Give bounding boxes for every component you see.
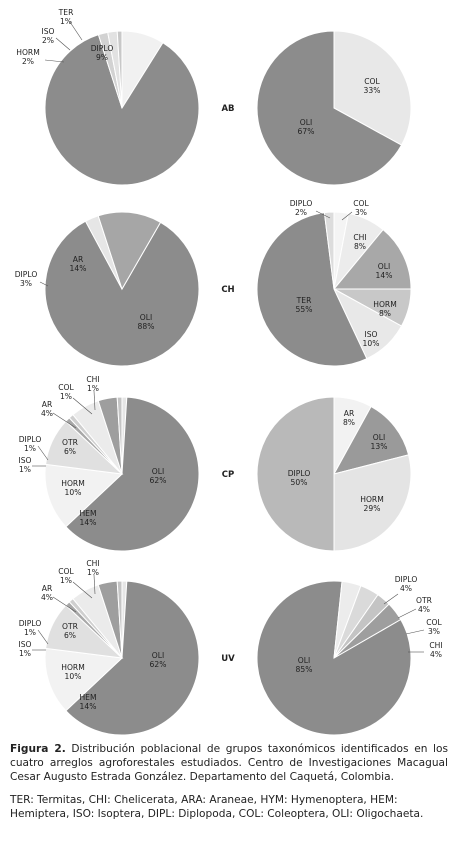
slice-label-diplo: DIPLO 4% — [395, 575, 418, 593]
caption-block: Figura 2. Distribución poblacional de gr… — [10, 742, 448, 821]
pie-slice-hem — [44, 647, 124, 712]
pie-slice-diplo — [323, 211, 335, 290]
slice-label-horm: HORM 10% — [61, 479, 85, 497]
leader-line-col — [72, 581, 93, 599]
pie-ch-right: COL 3% CHI 8% OLI 14% HORM 8% ISO 10% TER 55% DIPLO 2… — [256, 199, 412, 367]
slice-label-ar: AR 8% — [343, 409, 355, 427]
leader-line-diplo — [37, 445, 49, 461]
slice-label-diplo: DIPLO 2% — [290, 199, 313, 217]
slice-label-hem: HEM 14% — [79, 693, 96, 711]
slice-label-ter: TER 55% — [296, 296, 313, 314]
pie-slice-col — [116, 396, 123, 475]
leader-line-diplo — [315, 210, 331, 219]
slice-label-iso: ISO 10% — [363, 330, 380, 348]
slice-label-otr: OTR 6% — [62, 622, 79, 640]
slice-label-ter: TER 1% — [58, 8, 74, 26]
slice-label-diplo: DIPLO 50% — [288, 469, 311, 487]
slice-label-ar: AR 4% — [41, 584, 53, 602]
slice-label-oli: OLI 67% — [298, 118, 315, 136]
leader-line-diplo — [39, 281, 49, 287]
pie-slice-oli — [332, 228, 412, 290]
pie-slice-col — [116, 580, 123, 659]
leader-line-otr — [397, 608, 417, 619]
slice-label-iso: ISO 1% — [18, 640, 31, 658]
pie-chart-grid: DIPLO 9% HORM 2%ISO 2% TER 1% COL 33% OLI 67% OLI 88… — [15, 8, 443, 736]
slice-label-horm: HORM 10% — [61, 663, 85, 681]
pie-slice-ter — [256, 212, 368, 367]
row-label-ch: CH — [221, 285, 234, 295]
pie-slice-oli — [333, 405, 410, 475]
slice-label-diplo: DIPLO 1% — [19, 435, 42, 453]
slice-label-diplo: DIPLO 1% — [19, 619, 42, 637]
slice-label-oli: OLI 62% — [150, 651, 167, 669]
leader-line-chi — [93, 574, 96, 595]
slice-label-ar: AR 4% — [41, 400, 53, 418]
slice-label-horm: HORM 8% — [373, 300, 397, 318]
slice-label-hem: HEM 14% — [79, 509, 96, 527]
pie-slice-col — [333, 30, 412, 146]
slice-label-iso: ISO 1% — [18, 456, 31, 474]
slice-label-horm: HORM 2% — [16, 48, 40, 66]
slice-label-oli: OLI 14% — [376, 262, 393, 280]
pie-cp-right: AR 8% OLI 13% HORM 29% DIPLO 50% — [256, 396, 412, 552]
leader-line-chi — [93, 390, 96, 411]
slice-label-col: COL 1% — [58, 567, 74, 585]
slice-label-ar: AR 14% — [70, 255, 87, 273]
pie-slice-oli — [65, 580, 200, 736]
slice-label-chi: CHI 1% — [86, 559, 99, 577]
slice-label-horm: HORM 29% — [360, 495, 384, 513]
slice-label-col: COL 3% — [353, 199, 369, 217]
pie-uv-left: CHI 1% OLI 62% HEM 14% HORM 10% ISO 1% DIPLO 1% OTR 6… — [18, 559, 200, 736]
leader-line-ar — [52, 412, 77, 429]
slice-label-otr: OTR 4% — [416, 596, 433, 614]
leader-line-iso — [55, 37, 71, 51]
pie-uv-right: OLI 85% DIPLO 4% OTR 4% COL 3% CHI 4% — [256, 575, 443, 736]
pie-slice-ar — [97, 211, 162, 291]
leader-line-ter — [69, 21, 83, 41]
slice-label-col: COL 3% — [426, 618, 442, 636]
slice-label-oli: OLI 85% — [296, 656, 313, 674]
pie-slice-chi — [333, 603, 402, 659]
leader-line-col — [405, 629, 425, 635]
caption-text: Distribución poblacional de grupos taxon… — [10, 743, 448, 784]
caption-lead: Figura 2. — [10, 743, 66, 755]
slice-label-col: COL 1% — [58, 383, 74, 401]
slice-label-oli: OLI 13% — [371, 433, 388, 451]
pie-slice-horm — [333, 454, 412, 552]
pie-slice-oli — [44, 34, 200, 186]
leader-line-diplo — [37, 629, 49, 645]
slice-label-otr: OTR 6% — [62, 438, 79, 456]
pie-ab-left: DIPLO 9% HORM 2%ISO 2% TER 1% — [16, 8, 200, 186]
slice-label-col: COL 33% — [364, 77, 381, 95]
slice-label-oli: OLI 88% — [138, 313, 155, 331]
leader-line-col — [72, 397, 93, 415]
pie-ab-right: COL 33% OLI 67% — [256, 30, 412, 186]
row-label-ab: AB — [221, 104, 234, 114]
pie-slice-oli — [65, 396, 200, 552]
pie-slice-ter — [116, 30, 123, 109]
pie-ch-left: OLI 88% DIPLO 3% AR 14% — [15, 211, 200, 367]
pie-slice-diplo — [256, 396, 335, 552]
leader-line-ar — [52, 596, 77, 613]
slice-label-chi: CHI 8% — [353, 233, 366, 251]
slice-label-oli: OLI 62% — [150, 467, 167, 485]
pie-slice-oli — [256, 30, 403, 186]
slice-label-diplo: DIPLO 9% — [91, 44, 114, 62]
pie-cp-left: CHI 1% OLI 62% HEM 14% HORM 10% ISO 1% DIPLO 1% OTR 6… — [18, 375, 200, 552]
slice-label-iso: ISO 2% — [41, 27, 54, 45]
row-label-uv: UV — [221, 654, 235, 664]
leader-line-col — [341, 211, 353, 221]
figure-caption: Figura 2. Distribución poblacional de gr… — [10, 742, 448, 785]
leader-line-diplo — [383, 593, 399, 605]
abbreviation-legend: TER: Termitas, CHI: Chelicerata, ARA: Ar… — [10, 793, 424, 820]
pie-slice-hem — [44, 463, 124, 528]
slice-label-diplo: DIPLO 3% — [15, 270, 38, 288]
row-label-cp: CP — [222, 470, 234, 480]
leader-line-horm — [44, 59, 65, 63]
slice-label-chi: CHI 1% — [86, 375, 99, 393]
pie-slice-oli — [44, 220, 200, 367]
slice-label-chi: CHI 4% — [429, 641, 442, 659]
